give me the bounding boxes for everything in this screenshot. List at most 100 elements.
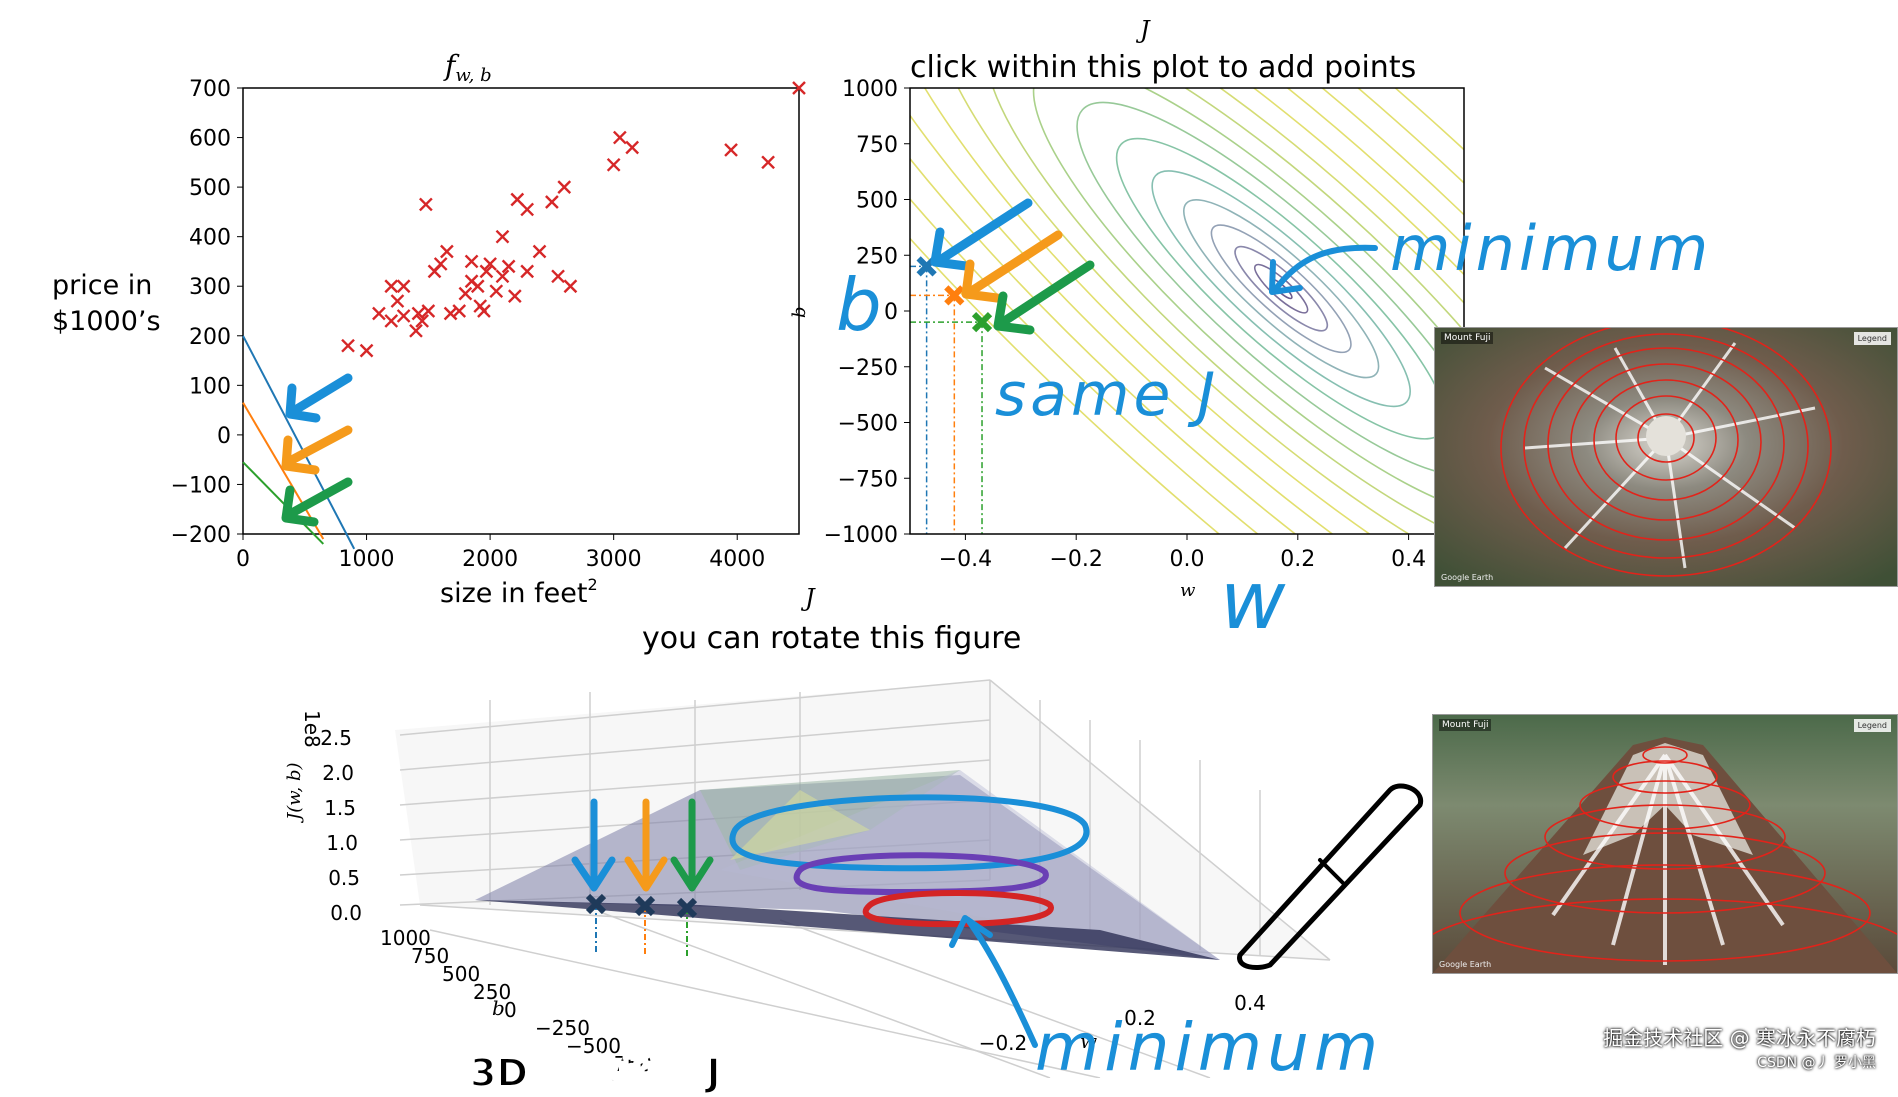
surface-zscale: 1e8 xyxy=(300,710,324,748)
surface-ztick-label: 1.5 xyxy=(324,796,356,820)
surface-ztick-label: 0.5 xyxy=(328,866,360,890)
scatter-fit-line xyxy=(242,335,356,550)
contour-selected-point[interactable] xyxy=(910,285,965,534)
scatter-point xyxy=(452,304,467,318)
scatter-point xyxy=(792,81,806,95)
scatter-xtick-label: 1000 xyxy=(339,547,395,572)
surface-plot[interactable]: J you can rotate this figure xyxy=(284,584,1331,1079)
scatter-point xyxy=(495,229,510,244)
photo-top-legend: Legend xyxy=(1853,332,1891,345)
scatter-point xyxy=(384,314,399,328)
surface-btick-label: 500 xyxy=(442,962,480,986)
scatter-point xyxy=(489,284,504,299)
surface-selected-point xyxy=(676,897,698,956)
scatter-point xyxy=(396,309,411,323)
scatter-xtick-label: 0 xyxy=(236,547,250,572)
scatter-point xyxy=(507,289,522,303)
surface-ztick-label: 2.5 xyxy=(320,726,352,750)
scatter-point xyxy=(495,269,510,284)
scatter-point xyxy=(501,259,516,274)
mount-fuji-side-view: Mount Fuji Legend Google Earth xyxy=(1432,714,1898,974)
contour-green-arrow xyxy=(993,260,1095,335)
mount-fuji-top-image xyxy=(1435,328,1897,586)
contour-ylabel: b xyxy=(789,306,810,318)
scatter-point xyxy=(532,244,547,259)
minimum-arrow-bottom xyxy=(949,915,1038,1048)
surface-btick-label: −250 xyxy=(535,1016,590,1040)
photo-bottom-title: Mount Fuji xyxy=(1439,719,1492,731)
scatter-green-arrow xyxy=(281,477,353,527)
scatter-blue-arrow xyxy=(285,373,353,423)
scatter-ytick-label: 200 xyxy=(189,325,231,350)
scatter-point xyxy=(470,279,485,294)
surface-title-top: J xyxy=(800,584,816,612)
handwritten-labels: minimum same J b w minimum xyxy=(836,212,1708,1086)
contour-ytick-label: 500 xyxy=(856,189,898,214)
contour-xtick-label: −0.4 xyxy=(939,547,992,572)
scatter-point xyxy=(724,143,738,157)
scatter-point xyxy=(563,279,578,294)
surface-wtick-label: 0.2 xyxy=(1124,1006,1156,1030)
scatter-ytick-label: 400 xyxy=(189,226,231,251)
scatter-point xyxy=(433,257,448,271)
scatter-point xyxy=(411,306,426,321)
contour-level xyxy=(910,88,1464,534)
surface-btick-label: −500 xyxy=(566,1034,621,1058)
scatter-axes-frame xyxy=(242,87,800,535)
scatter-ytick-label: −200 xyxy=(171,523,231,548)
surface-ztick-label: 0.0 xyxy=(330,901,362,925)
scatter-point xyxy=(359,343,374,358)
scatter-plot[interactable]: 0 1000 2000 3000 4000 −200 −100 0 100 200 300 400 5… xyxy=(52,49,806,609)
contour-level xyxy=(1253,263,1309,314)
scatter-ytick-label: 300 xyxy=(189,275,231,300)
scatter-point xyxy=(415,314,430,328)
surface-selected-point xyxy=(634,895,656,954)
surface-wtick-label: 0.4 xyxy=(1234,991,1266,1015)
contour-level xyxy=(1234,245,1329,332)
scatter-ytick-label: 700 xyxy=(189,77,231,102)
surface-btick-label: 250 xyxy=(473,980,511,1004)
contour-ytick-label: 1000 xyxy=(842,77,898,102)
photo-top-credit: Google Earth xyxy=(1441,573,1494,582)
scatter-point xyxy=(396,279,411,294)
contour-orange-arrow xyxy=(961,230,1063,303)
contour-selected-point[interactable] xyxy=(910,312,993,534)
scatter-xlabel: size in feet2 xyxy=(440,575,598,609)
surface-btick-label: −750 xyxy=(597,1052,652,1076)
scatter-point xyxy=(551,269,565,284)
surface-red-ring xyxy=(862,890,1054,928)
contour-ytick-label: −500 xyxy=(838,412,898,437)
contour-ytick-label: −250 xyxy=(838,356,898,381)
contour-xtick-label: 0.2 xyxy=(1280,547,1315,572)
contour-ytick-label: 0 xyxy=(884,300,898,325)
scatter-point xyxy=(419,197,433,212)
scatter-fit-line xyxy=(242,461,325,545)
scatter-ytick-label: 600 xyxy=(189,127,231,152)
scatter-point xyxy=(384,279,399,294)
contour-level xyxy=(910,88,1464,534)
minimum-label-bottom: minimum xyxy=(1035,1009,1383,1078)
scatter-xtick-label: 4000 xyxy=(709,547,765,572)
surface-btick-label: 1000 xyxy=(380,926,431,950)
scatter-point xyxy=(421,304,436,318)
scatter-ytick-label: 0 xyxy=(217,424,231,449)
scatter-point xyxy=(372,306,386,321)
contour-xtick-label: −0.2 xyxy=(1049,547,1102,572)
contour-level xyxy=(910,88,1464,534)
surface-ztick-label: 1.0 xyxy=(326,831,358,855)
scatter-point xyxy=(761,155,775,170)
scatter-ytick-label: 100 xyxy=(189,374,231,399)
surface-w-label: w xyxy=(1080,1029,1097,1053)
scatter-xtick-label: 3000 xyxy=(586,547,642,572)
scatter-orange-arrow xyxy=(281,425,353,475)
scatter-point xyxy=(409,323,423,338)
contour-level xyxy=(1210,224,1352,354)
surface-blue-ring xyxy=(729,794,1090,872)
contour-ytick-label: 750 xyxy=(856,133,898,158)
b-big-label: b xyxy=(836,263,882,347)
video-subtitle: 3D 成本函数 J 的便捷方式 xyxy=(469,1050,925,1096)
contour-level xyxy=(933,88,1464,534)
surface-selected-point xyxy=(585,893,607,952)
